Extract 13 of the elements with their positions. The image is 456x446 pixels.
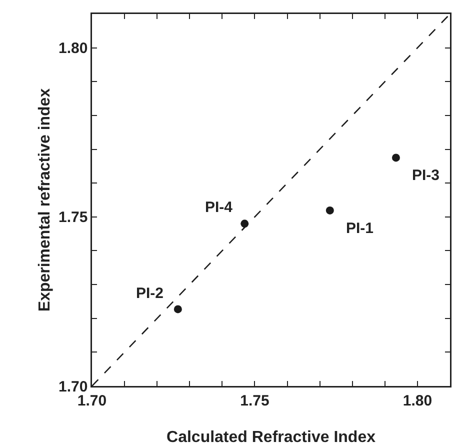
x-tick-label: 1.75 xyxy=(240,392,270,410)
annotation: PI-1 xyxy=(346,220,374,237)
x-tick-label: 1.80 xyxy=(402,392,432,410)
annotation: PI-4 xyxy=(205,199,234,216)
y-tick-label: 1.75 xyxy=(58,209,88,226)
point xyxy=(392,154,400,162)
y-tick-label: 1.80 xyxy=(58,40,88,58)
annotation: PI-3 xyxy=(412,167,440,184)
x-axis-title: Calculated Refractive Index xyxy=(166,429,376,446)
point xyxy=(326,206,334,214)
annotation: PI-2 xyxy=(136,285,164,302)
point xyxy=(174,305,182,314)
y-axis-title: Experimental refractive index xyxy=(36,88,54,312)
